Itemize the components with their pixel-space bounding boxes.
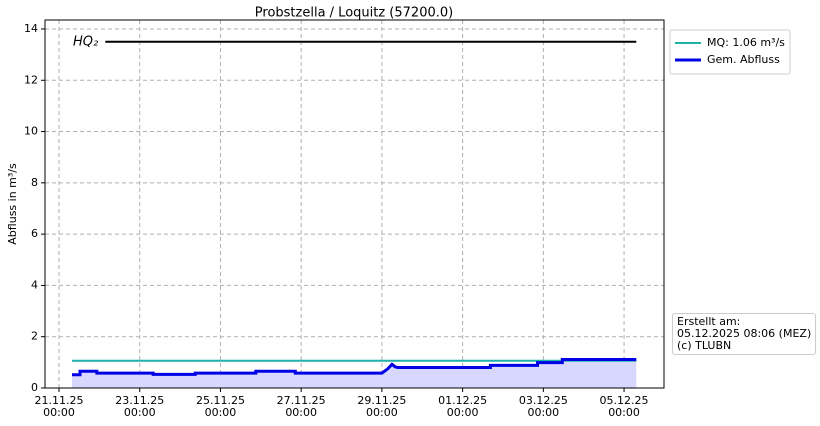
x-tick-label: 27.11.25 00:00 <box>276 394 326 419</box>
y-tick-label: 2 <box>31 330 38 343</box>
note-box: Erstellt am: 05.12.2025 08:06 (MEZ) (c) … <box>672 313 817 355</box>
legend-label: MQ: 1.06 m³/s <box>707 36 785 49</box>
x-tick-label: 01.12.25 00:00 <box>438 394 488 419</box>
y-tick-label: 4 <box>31 278 38 291</box>
chart-title: Probstzella / Loquitz (57200.0) <box>255 6 453 21</box>
y-tick-label: 6 <box>31 227 38 240</box>
plot-frame <box>44 19 665 389</box>
y-tick-label: 12 <box>24 73 38 86</box>
x-tick-label: 23.11.25 00:00 <box>115 394 165 419</box>
x-tick-label: 05.12.25 00:00 <box>599 394 649 419</box>
y-tick-label: 0 <box>31 381 38 394</box>
y-axis-label: Abfluss in m³/s <box>6 163 19 245</box>
reference-label: HQ₂ <box>73 34 98 49</box>
x-tick-label: 21.11.25 00:00 <box>34 394 84 419</box>
x-tick-label: 29.11.25 00:00 <box>357 394 407 419</box>
y-tick-label: 10 <box>24 125 38 138</box>
legend-box <box>669 29 791 75</box>
y-tick-label: 14 <box>24 22 38 35</box>
legend-label: Gem. Abfluss <box>707 53 780 66</box>
y-tick-label: 8 <box>31 176 38 189</box>
x-tick-label: 03.12.25 00:00 <box>518 394 568 419</box>
x-tick-label: 25.11.25 00:00 <box>195 394 245 419</box>
series-line <box>72 358 637 377</box>
